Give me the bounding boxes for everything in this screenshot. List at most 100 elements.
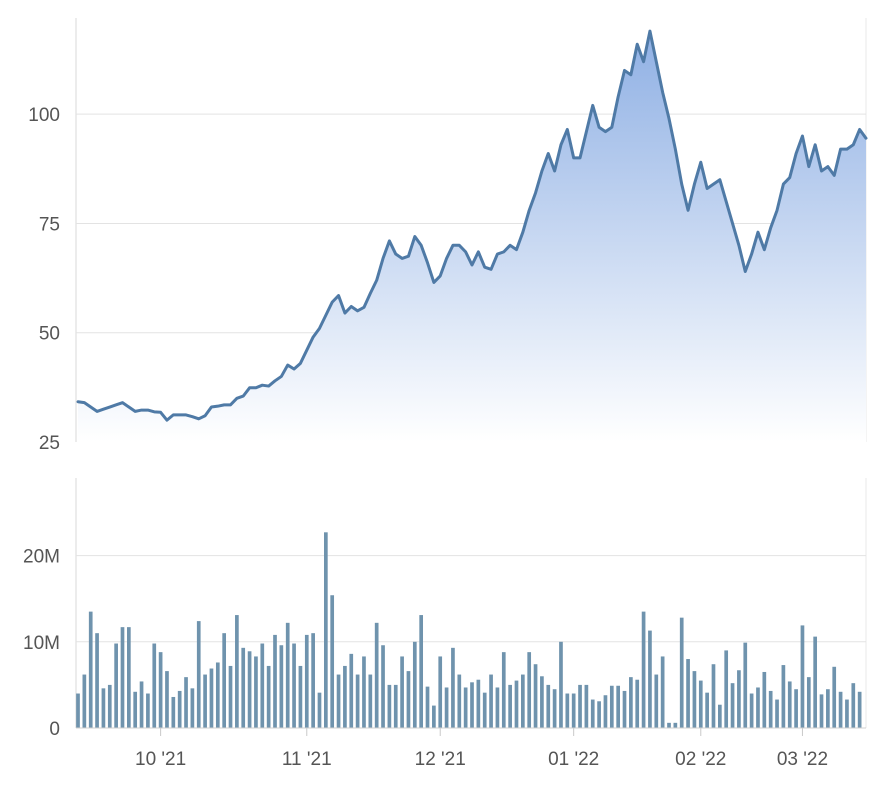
price-y-tick-label: 100 — [28, 105, 60, 126]
volume-bar — [641, 611, 646, 728]
volume-bar — [406, 671, 411, 728]
volume-bar — [838, 691, 843, 728]
volume-bar — [254, 656, 258, 728]
volume-bar — [533, 664, 538, 728]
volume-bar — [590, 699, 595, 728]
volume-bar — [349, 653, 354, 728]
volume-bar — [565, 693, 570, 728]
volume-bar — [495, 687, 500, 728]
volume-bar — [698, 680, 703, 728]
volume-y-tick-label: 20M — [23, 547, 60, 568]
volume-bar — [730, 683, 735, 728]
volume-bar — [114, 643, 118, 728]
volume-bar — [521, 674, 525, 728]
volume-y-tick-label: 0 — [49, 719, 60, 740]
volume-bar — [857, 691, 862, 728]
volume-bar — [737, 670, 741, 728]
volume-bar — [616, 685, 621, 728]
volume-bar — [355, 674, 360, 728]
volume-bar — [686, 659, 690, 728]
volume-bar — [482, 692, 487, 728]
volume-bar — [622, 690, 627, 728]
volume-bar — [813, 636, 818, 728]
volume-bar — [756, 687, 760, 728]
volume-bar — [266, 665, 271, 728]
volume-bar — [609, 685, 614, 728]
volume-bar — [88, 611, 93, 728]
volume-bar — [635, 679, 640, 728]
x-axis-tick-label: 03 '22 — [777, 749, 828, 770]
volume-bar — [76, 693, 80, 728]
volume-bar — [781, 665, 786, 728]
volume-bar — [324, 532, 328, 728]
x-axis-labels: 10 '21 11 '21 12 '21 01 '22 02 '22 03 '22 — [135, 728, 828, 770]
volume-bar — [330, 595, 335, 728]
volume-bar — [374, 622, 379, 728]
volume-y-tick-label: 10M — [23, 633, 60, 654]
volume-bar — [317, 692, 322, 728]
volume-bar — [584, 684, 589, 728]
volume-bar — [304, 634, 309, 728]
volume-bar — [95, 633, 99, 728]
volume-bar — [819, 694, 824, 728]
volume-bar — [133, 691, 138, 728]
volume-bar — [444, 687, 449, 728]
volume-bar — [425, 686, 430, 728]
volume-bar — [438, 656, 443, 728]
volume-bar — [362, 656, 366, 728]
price-y-tick-label: 25 — [39, 433, 60, 454]
volume-bar — [279, 645, 284, 728]
volume-bar — [743, 642, 748, 728]
volume-bar — [463, 687, 468, 728]
volume-bar — [603, 695, 608, 728]
volume-bars — [76, 532, 862, 728]
volume-bar — [501, 652, 506, 728]
volume-bar — [540, 676, 544, 728]
volume-bar — [393, 684, 398, 728]
volume-bar — [673, 722, 678, 728]
volume-bar — [470, 682, 474, 728]
volume-bar — [412, 641, 417, 728]
volume-bar — [552, 689, 557, 728]
price-line — [76, 29, 868, 422]
volume-panel: 0 10M 20M — [23, 478, 867, 740]
x-axis-tick-label: 11 '21 — [282, 749, 332, 770]
volume-bar — [247, 651, 252, 728]
volume-bar — [514, 680, 519, 728]
volume-bar — [787, 681, 792, 728]
x-axis-tick-label: 01 '22 — [548, 749, 599, 770]
volume-bar — [457, 674, 462, 728]
volume-bar — [832, 666, 837, 728]
volume-bar — [381, 645, 385, 728]
volume-bar — [203, 674, 207, 728]
volume-bar — [806, 677, 811, 728]
volume-bar — [667, 722, 671, 728]
volume-bar — [285, 622, 290, 728]
volume-bar — [196, 621, 201, 728]
volume-bar — [597, 701, 601, 728]
volume-bar — [578, 684, 582, 728]
volume-bar — [845, 699, 849, 728]
volume-bar — [158, 652, 163, 728]
volume-bar — [146, 693, 150, 728]
volume-bar — [184, 677, 188, 728]
volume-bar — [768, 690, 773, 728]
volume-bar — [273, 634, 277, 728]
volume-bar — [260, 643, 265, 728]
price-y-axis-labels: 25 50 75 100 — [28, 105, 60, 454]
volume-bar — [139, 681, 144, 728]
volume-bar — [209, 668, 214, 728]
volume-bar — [571, 693, 576, 728]
volume-bar — [451, 647, 455, 728]
volume-y-axis-labels: 0 10M 20M — [23, 547, 60, 740]
volume-bar — [107, 684, 112, 728]
volume-bar — [794, 689, 798, 728]
volume-bar — [298, 665, 303, 728]
price-panel: 25 50 75 100 — [28, 18, 868, 454]
x-axis-tick-label: 10 '21 — [135, 749, 186, 770]
volume-bar — [718, 704, 722, 728]
price-y-tick-label: 75 — [39, 214, 60, 235]
volume-bar — [679, 617, 684, 728]
volume-bar — [432, 705, 436, 728]
